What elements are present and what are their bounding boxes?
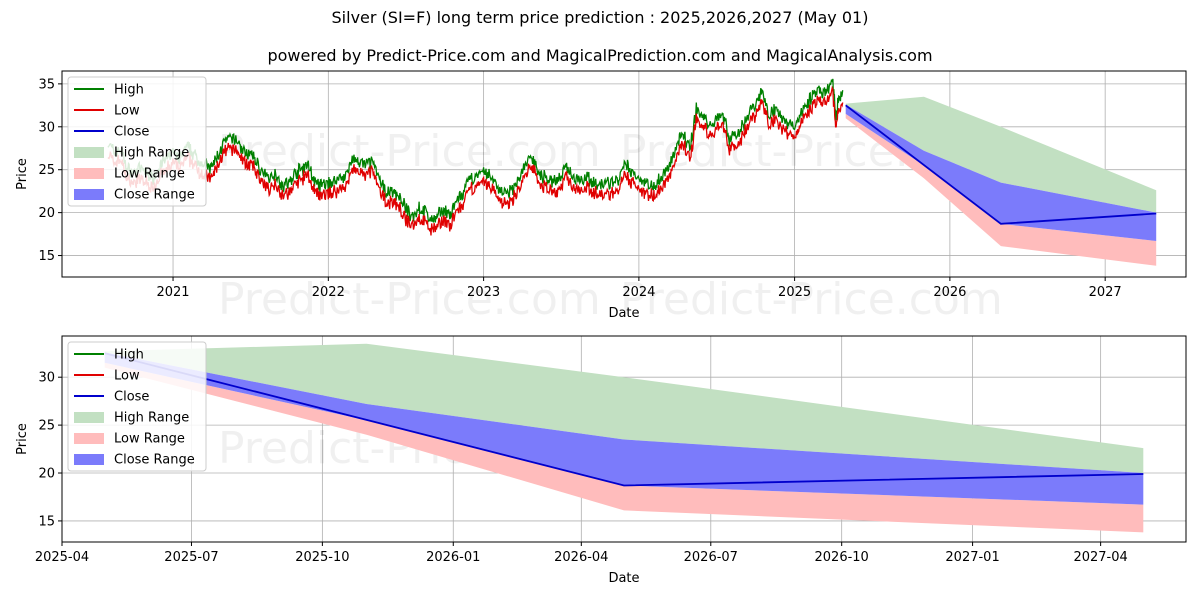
legend-label: High	[114, 348, 144, 363]
close-series-line	[104, 352, 1144, 487]
legend-swatch	[74, 147, 104, 158]
y-tick-label: 15	[38, 514, 55, 529]
axes-frame	[61, 335, 1187, 543]
legend-label: Close Range	[114, 453, 195, 468]
x-tick-label: 2027-04	[1073, 550, 1127, 565]
legend-label: Low Range	[114, 432, 185, 447]
x-tick-label: 2023	[467, 285, 500, 300]
x-tick-label: 2026-01	[426, 550, 480, 565]
legend-label: Low	[114, 104, 140, 119]
x-tick-label: 2021	[156, 285, 189, 300]
y-tick-label: 25	[38, 419, 55, 434]
x-tick-label: 2026-10	[815, 550, 869, 565]
legend-label: Low Range	[114, 167, 185, 182]
legend-label: High Range	[114, 146, 189, 161]
high-series-line	[107, 78, 844, 223]
x-tick-label: 2026	[933, 285, 966, 300]
y-tick-label: 20	[38, 467, 55, 482]
legend-swatch	[74, 189, 104, 200]
low-range-band	[104, 362, 1144, 533]
y-tick-label: 25	[38, 163, 55, 178]
legend: High Low Close High Range Low Range Close Ran…	[67, 341, 207, 472]
low-range-band	[845, 113, 1157, 266]
x-tick-label: 2025-10	[295, 550, 349, 565]
close-series-line	[845, 104, 1157, 225]
x-tick-label: 2027-01	[945, 550, 999, 565]
y-axis-label: Price	[15, 423, 30, 455]
chart-title: Silver (SI=F) long term price prediction…	[331, 8, 869, 27]
axes-frame	[61, 70, 1187, 278]
legend-swatch	[74, 454, 104, 465]
y-tick-label: 30	[38, 120, 55, 135]
watermark: Predict-Price.com	[620, 274, 1003, 325]
x-axis-label: Date	[608, 306, 639, 321]
y-axis-label: Price	[15, 158, 30, 190]
low-series-line	[107, 85, 844, 236]
close-range-band	[104, 352, 1144, 505]
x-tick-label: 2026-07	[684, 550, 738, 565]
legend-label: Close	[114, 125, 149, 140]
legend-label: Close	[114, 390, 149, 405]
close-range-band	[845, 104, 1157, 241]
plot-area	[104, 343, 1144, 533]
y-tick-label: 20	[38, 206, 55, 221]
watermark: Predict-Price.com	[218, 274, 601, 325]
high-range-band	[845, 96, 1157, 213]
high-range-band	[104, 343, 1144, 473]
legend-swatch	[74, 433, 104, 444]
legend-label: High	[114, 83, 144, 98]
x-tick-label: 2022	[312, 285, 345, 300]
plot-area	[107, 78, 1157, 266]
x-tick-label: 2027	[1089, 285, 1122, 300]
panel-bottom: Predict-Price.comPredict-Price.com2025-0…	[15, 335, 1187, 586]
x-axis-label: Date	[608, 571, 639, 586]
x-tick-label: 2026-04	[554, 550, 608, 565]
x-tick-label: 2025-07	[164, 550, 218, 565]
legend: High Low Close High Range Low Range Close Ran…	[67, 76, 207, 207]
x-tick-label: 2025-04	[35, 550, 89, 565]
legend-label: Close Range	[114, 188, 195, 203]
legend-label: High Range	[114, 411, 189, 426]
x-tick-label: 2024	[622, 285, 655, 300]
y-tick-label: 30	[38, 371, 55, 386]
x-tick-label: 2025	[778, 285, 811, 300]
chart-subtitle: powered by Predict-Price.com and Magical…	[267, 46, 933, 65]
y-tick-label: 15	[38, 249, 55, 264]
legend-swatch	[74, 412, 104, 423]
legend-label: Low	[114, 369, 140, 384]
y-tick-label: 35	[38, 77, 55, 92]
legend-swatch	[74, 168, 104, 179]
